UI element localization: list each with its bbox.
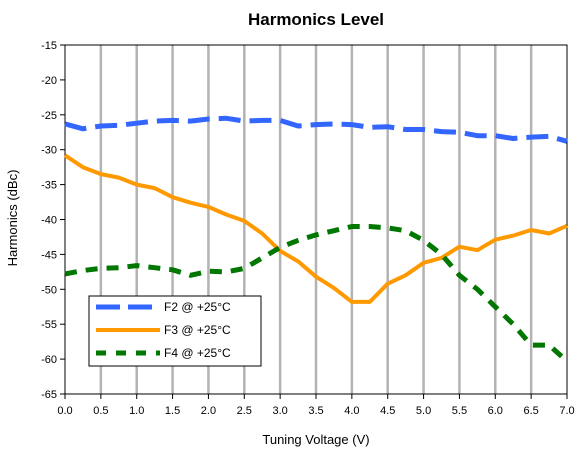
y-tick-label: -35 [41,180,57,192]
x-tick-label: 7.0 [559,405,574,417]
x-tick-label: 6.0 [488,405,503,417]
x-tick-label: 0.5 [93,405,108,417]
x-tick-label: 4.0 [344,405,359,417]
series-lines [63,115,569,364]
series-line-2 [63,153,568,304]
y-tick-label: -45 [41,249,57,261]
x-tick-label: 5.5 [452,405,467,417]
y-tick-label: -55 [41,319,57,331]
x-axis-label: Tuning Voltage (V) [262,432,369,447]
x-tick-label: 3.0 [272,405,287,417]
y-tick-label: -20 [41,75,57,87]
y-tick-label: -30 [41,145,57,157]
x-tick-label: 2.0 [201,405,216,417]
legend-label-1: F2 @ +25°C [164,300,231,314]
legend-label-3: F4 @ +25°C [164,346,231,360]
x-tick-label: 1.0 [129,405,144,417]
y-axis-ticks: -15 -20 -25 -30 -35 -40 -45 -50 -55 -60 -65 [41,40,65,401]
y-tick-label: -15 [41,40,57,52]
x-tick-label: 1.5 [165,405,180,417]
y-tick-label: -50 [41,284,57,296]
x-axis-ticks: 0.0 0.5 1.0 1.5 2.0 2.5 3.0 3.5 4.0 4.5 5.0 5.5 6.0 6… [57,394,575,417]
y-tick-label: -60 [41,354,57,366]
y-tick-label: -25 [41,110,57,122]
y-tick-label: -40 [41,215,57,227]
x-tick-label: 3.5 [308,405,323,417]
y-axis-label: Harmonics (dBc) [5,170,20,267]
x-tick-label: 0.0 [57,405,72,417]
x-tick-label: 2.5 [237,405,252,417]
legend-label-2: F3 @ +25°C [164,323,231,337]
x-tick-label: 5.0 [416,405,431,417]
chart-title: Harmonics Level [248,10,384,29]
y-tick-label: -65 [41,389,57,401]
x-tick-label: 4.5 [380,405,395,417]
series-line-1 [64,115,568,144]
legend: F2 @ +25°C F3 @ +25°C F4 @ +25°C [88,295,262,367]
x-tick-label: 6.5 [523,405,538,417]
series-line-3 [64,224,569,364]
